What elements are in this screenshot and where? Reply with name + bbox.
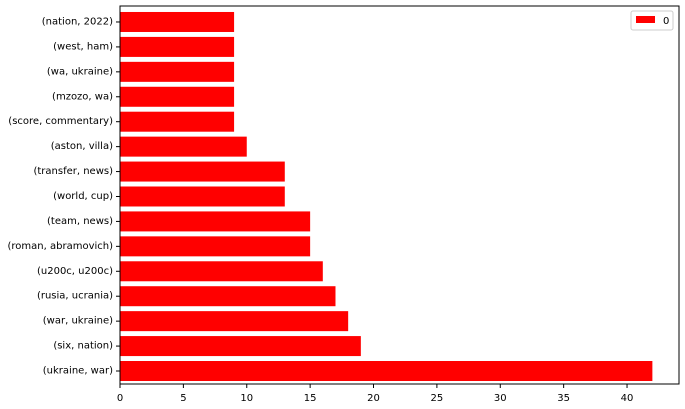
- y-tick-label: (ukraine, war): [43, 366, 113, 377]
- bar: [120, 186, 285, 207]
- bar: [120, 161, 285, 182]
- bar: [120, 261, 323, 282]
- bar: [120, 61, 235, 82]
- x-tick-label: 15: [304, 393, 317, 404]
- bar: [120, 11, 235, 32]
- y-tick-label: (transfer, news): [33, 166, 113, 177]
- x-tick-label: 0: [117, 393, 123, 404]
- y-tick-label: (mzozo, wa): [52, 91, 113, 102]
- bar: [120, 311, 349, 332]
- legend-label: 0: [663, 16, 669, 27]
- bar: [120, 86, 235, 107]
- y-tick-label: (war, ukraine): [43, 316, 113, 327]
- x-tick-label: 20: [367, 393, 380, 404]
- y-tick-label: (aston, villa): [51, 141, 113, 152]
- x-axis-ticks: 0 5 10 15 20 25 30 35 40: [117, 384, 634, 404]
- bar: [120, 286, 336, 307]
- x-tick-label: 5: [180, 393, 186, 404]
- y-tick-label: (wa, ukraine): [47, 66, 113, 77]
- y-tick-label: (nation, 2022): [42, 16, 113, 27]
- bars-group: [120, 11, 653, 381]
- bar: [120, 136, 247, 157]
- x-tick-label: 25: [431, 393, 444, 404]
- y-tick-label: (world, cup): [53, 191, 113, 202]
- y-tick-label: (west, ham): [53, 41, 113, 52]
- bar: [120, 211, 311, 232]
- y-tick-label: (team, news): [47, 216, 113, 227]
- bar: [120, 361, 653, 381]
- y-tick-label: (six, nation): [53, 341, 113, 352]
- x-tick-label: 30: [494, 393, 507, 404]
- y-tick-label: (rusia, ucrania): [37, 291, 113, 302]
- x-tick-label: 40: [621, 393, 634, 404]
- bar: [120, 111, 235, 132]
- x-tick-label: 35: [557, 393, 570, 404]
- bar: [120, 336, 361, 357]
- bar: [120, 236, 311, 257]
- plot-frame: [119, 5, 680, 385]
- y-axis-ticks: (ukraine, war) (six, nation) (war, ukraine…: [8, 16, 120, 377]
- bar: [120, 36, 235, 57]
- y-tick-label: (u200c, u200c): [37, 266, 113, 277]
- y-tick-label: (score, commentary): [8, 116, 113, 127]
- y-tick-label: (roman, abramovich): [8, 241, 114, 252]
- legend-swatch: [636, 16, 655, 23]
- legend: 0: [630, 10, 674, 31]
- x-tick-label: 10: [240, 393, 253, 404]
